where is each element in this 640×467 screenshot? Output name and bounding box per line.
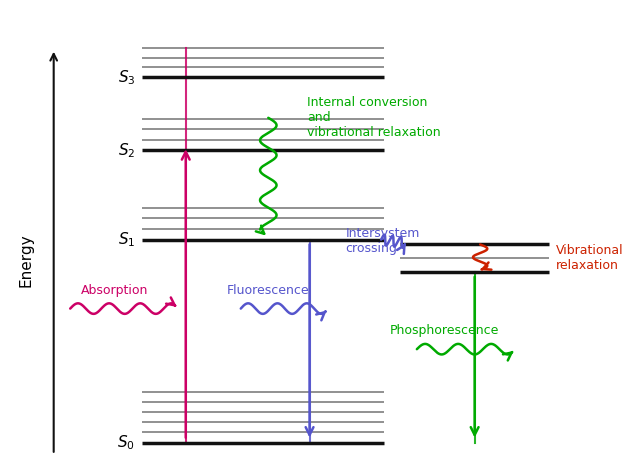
Text: Vibrational
relaxation: Vibrational relaxation xyxy=(556,244,623,272)
Text: Fluorescence: Fluorescence xyxy=(227,284,310,297)
Text: Absorption: Absorption xyxy=(81,284,148,297)
Text: Phosphorescence: Phosphorescence xyxy=(390,325,499,338)
Text: $S_2$: $S_2$ xyxy=(118,141,135,160)
Text: Internal conversion
and
vibrational relaxation: Internal conversion and vibrational rela… xyxy=(307,96,440,139)
Text: Energy: Energy xyxy=(19,233,34,287)
Text: $S_0$: $S_0$ xyxy=(117,433,135,452)
Text: Intersystem
crossing: Intersystem crossing xyxy=(346,227,420,255)
Text: $S_1$: $S_1$ xyxy=(118,230,135,249)
Text: $S_3$: $S_3$ xyxy=(118,68,135,86)
